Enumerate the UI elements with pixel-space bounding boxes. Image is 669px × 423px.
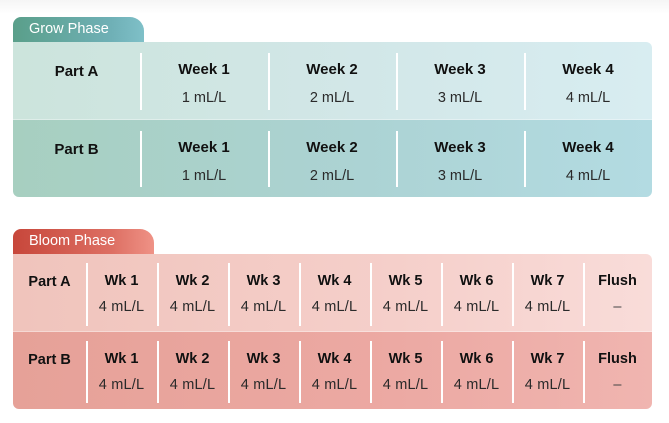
week-label: Week 4 xyxy=(562,61,614,78)
row-label: Part B xyxy=(28,352,71,368)
week-label: Wk 4 xyxy=(317,351,352,367)
dose-value: 1 mL/L xyxy=(181,168,227,184)
week-label: Wk 6 xyxy=(459,351,494,367)
grow-part-b-week-3: Week 3 3 mL/L xyxy=(396,120,524,197)
dose-value: 4 mL/L xyxy=(311,299,358,315)
dose-value: 3 mL/L xyxy=(437,168,483,184)
week-label: Week 1 xyxy=(178,139,230,156)
week-label: Wk 5 xyxy=(388,351,423,367)
grow-phase-tab: Grow Phase xyxy=(13,17,144,42)
grow-part-a-row: Part A Week 1 1 mL/L Week 2 2 mL/L Week … xyxy=(13,42,652,120)
bloom-phase-tab: Bloom Phase xyxy=(13,229,154,254)
flush-label: Flush xyxy=(598,351,637,367)
grow-part-a-week-2: Week 2 2 mL/L xyxy=(268,42,396,120)
dose-value: 3 mL/L xyxy=(437,90,483,106)
dose-value: 2 mL/L xyxy=(309,168,355,184)
week-label: Wk 4 xyxy=(317,273,352,289)
bloom-part-a-wk-7: Wk 7 4 mL/L xyxy=(512,254,583,332)
week-label: Wk 3 xyxy=(246,273,281,289)
grow-part-b-row: Part B Week 1 1 mL/L Week 2 2 mL/L Week … xyxy=(13,120,652,197)
grow-part-a-week-4: Week 4 4 mL/L xyxy=(524,42,652,120)
week-label: Wk 7 xyxy=(530,273,565,289)
bloom-phase-table: Part A Wk 1 4 mL/L Wk 2 4 mL/L Wk 3 4 mL… xyxy=(13,254,652,409)
dose-value: 4 mL/L xyxy=(382,299,429,315)
row-label: Part A xyxy=(54,63,99,80)
dose-value: – xyxy=(613,377,622,393)
dose-value: 4 mL/L xyxy=(453,299,500,315)
dose-value: 4 mL/L xyxy=(382,377,429,393)
bloom-part-a-flush: Flush – xyxy=(583,254,652,332)
dose-value: 2 mL/L xyxy=(309,90,355,106)
row-label: Part A xyxy=(28,274,71,290)
grow-part-a-week-3: Week 3 3 mL/L xyxy=(396,42,524,120)
week-label: Week 4 xyxy=(562,139,614,156)
dose-value: – xyxy=(613,299,622,315)
dose-value: 4 mL/L xyxy=(524,377,571,393)
dose-value: 4 mL/L xyxy=(565,168,611,184)
bloom-part-b-wk-5: Wk 5 4 mL/L xyxy=(370,332,441,409)
bloom-phase-section: Bloom Phase Part A Wk 1 4 mL/L Wk 2 4 mL… xyxy=(13,229,652,409)
week-label: Week 3 xyxy=(434,61,486,78)
bloom-part-a-wk-1: Wk 1 4 mL/L xyxy=(86,254,157,332)
bloom-part-b-wk-2: Wk 2 4 mL/L xyxy=(157,332,228,409)
week-label: Week 2 xyxy=(306,61,358,78)
week-label: Week 3 xyxy=(434,139,486,156)
bloom-part-a-wk-3: Wk 3 4 mL/L xyxy=(228,254,299,332)
dose-value: 4 mL/L xyxy=(311,377,358,393)
bloom-part-b-wk-1: Wk 1 4 mL/L xyxy=(86,332,157,409)
grow-part-b-week-1: Week 1 1 mL/L xyxy=(140,120,268,197)
dose-value: 1 mL/L xyxy=(181,90,227,106)
dose-value: 4 mL/L xyxy=(453,377,500,393)
bloom-part-b-wk-7: Wk 7 4 mL/L xyxy=(512,332,583,409)
row-label: Part B xyxy=(54,141,99,158)
dose-value: 4 mL/L xyxy=(565,90,611,106)
bloom-part-b-wk-3: Wk 3 4 mL/L xyxy=(228,332,299,409)
dose-value: 4 mL/L xyxy=(240,299,287,315)
grow-phase-table: Part A Week 1 1 mL/L Week 2 2 mL/L Week … xyxy=(13,42,652,197)
week-label: Wk 2 xyxy=(175,273,210,289)
week-label: Wk 5 xyxy=(388,273,423,289)
dose-value: 4 mL/L xyxy=(169,299,216,315)
week-label: Week 2 xyxy=(306,139,358,156)
bloom-part-a-wk-5: Wk 5 4 mL/L xyxy=(370,254,441,332)
grow-part-b-week-4: Week 4 4 mL/L xyxy=(524,120,652,197)
grow-phase-section: Grow Phase Part A Week 1 1 mL/L Week 2 2… xyxy=(13,17,652,197)
week-label: Week 1 xyxy=(178,61,230,78)
bloom-part-b-wk-4: Wk 4 4 mL/L xyxy=(299,332,370,409)
bloom-part-a-row: Part A Wk 1 4 mL/L Wk 2 4 mL/L Wk 3 4 mL… xyxy=(13,254,652,332)
dose-value: 4 mL/L xyxy=(240,377,287,393)
bloom-part-a-wk-4: Wk 4 4 mL/L xyxy=(299,254,370,332)
bloom-part-a-wk-2: Wk 2 4 mL/L xyxy=(157,254,228,332)
week-label: Wk 2 xyxy=(175,351,210,367)
dose-value: 4 mL/L xyxy=(98,299,145,315)
bloom-part-a-wk-6: Wk 6 4 mL/L xyxy=(441,254,512,332)
dose-value: 4 mL/L xyxy=(98,377,145,393)
bloom-part-b-row: Part B Wk 1 4 mL/L Wk 2 4 mL/L Wk 3 4 mL… xyxy=(13,332,652,409)
flush-label: Flush xyxy=(598,273,637,289)
dose-value: 4 mL/L xyxy=(169,377,216,393)
week-label: Wk 7 xyxy=(530,351,565,367)
bloom-part-b-wk-6: Wk 6 4 mL/L xyxy=(441,332,512,409)
week-label: Wk 1 xyxy=(104,351,139,367)
grow-part-a-week-1: Week 1 1 mL/L xyxy=(140,42,268,120)
bloom-part-b-flush: Flush – xyxy=(583,332,652,409)
week-label: Wk 1 xyxy=(104,273,139,289)
week-label: Wk 3 xyxy=(246,351,281,367)
week-label: Wk 6 xyxy=(459,273,494,289)
grow-part-b-week-2: Week 2 2 mL/L xyxy=(268,120,396,197)
dose-value: 4 mL/L xyxy=(524,299,571,315)
